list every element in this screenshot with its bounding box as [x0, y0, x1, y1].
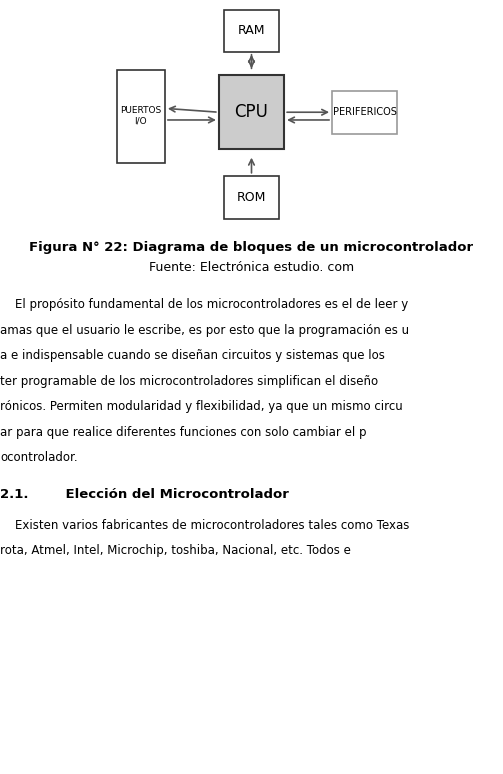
- Text: ROM: ROM: [237, 191, 266, 204]
- Text: ocontrolador.: ocontrolador.: [0, 451, 77, 464]
- Text: Figura N° 22: Diagrama de bloques de un microcontrolador: Figura N° 22: Diagrama de bloques de un …: [30, 241, 473, 254]
- Text: ar para que realice diferentes funciones con solo cambiar el p: ar para que realice diferentes funciones…: [0, 426, 367, 439]
- Text: a e indispensable cuando se diseñan circuitos y sistemas que los: a e indispensable cuando se diseñan circ…: [0, 349, 385, 362]
- Bar: [117, 70, 165, 163]
- Text: 2.1.        Elección del Microcontrolador: 2.1. Elección del Microcontrolador: [0, 488, 289, 501]
- Text: PUERTOS
I/O: PUERTOS I/O: [120, 106, 161, 126]
- Text: amas que el usuario le escribe, es por esto que la programación es u: amas que el usuario le escribe, es por e…: [0, 324, 409, 337]
- Text: rota, Atmel, Intel, Microchip, toshiba, Nacional, etc. Todos e: rota, Atmel, Intel, Microchip, toshiba, …: [0, 544, 351, 557]
- Text: RAM: RAM: [238, 25, 265, 37]
- Bar: [224, 9, 279, 53]
- Text: PERIFERICOS: PERIFERICOS: [333, 108, 396, 117]
- Text: CPU: CPU: [234, 103, 269, 122]
- Text: El propósito fundamental de los microcontroladores es el de leer y: El propósito fundamental de los microcon…: [15, 298, 408, 311]
- Bar: [332, 91, 397, 133]
- Text: Existen varios fabricantes de microcontroladores tales como Texas: Existen varios fabricantes de microcontr…: [15, 519, 409, 532]
- Bar: [224, 176, 279, 218]
- Text: rónicos. Permiten modularidad y flexibilidad, ya que un mismo circu: rónicos. Permiten modularidad y flexibil…: [0, 400, 403, 413]
- Text: Fuente: Electrónica estudio. com: Fuente: Electrónica estudio. com: [149, 261, 354, 273]
- Text: ter programable de los microcontroladores simplifican el diseño: ter programable de los microcontroladore…: [0, 375, 378, 388]
- Bar: [219, 76, 284, 149]
